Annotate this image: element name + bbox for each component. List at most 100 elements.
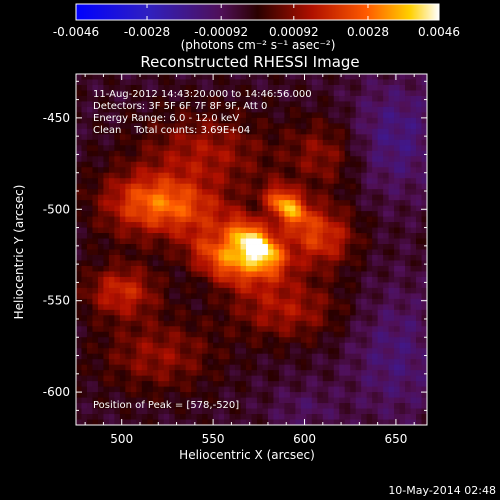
heatmap-cell	[410, 227, 417, 234]
heatmap-cell	[114, 244, 121, 250]
heatmap-cell	[196, 370, 203, 377]
heatmap-cell	[333, 211, 340, 217]
heatmap-cell	[76, 408, 82, 415]
heatmap-cell	[328, 112, 335, 119]
heatmap-cell	[366, 172, 373, 179]
heatmap-cell	[339, 145, 346, 152]
y-tick-label: -450	[43, 111, 70, 125]
heatmap-cell	[229, 337, 236, 344]
heatmap-cell	[103, 156, 110, 163]
heatmap-cell	[300, 276, 307, 283]
heatmap-cell	[256, 74, 263, 80]
heatmap-cell	[284, 167, 291, 174]
heatmap-cell	[278, 359, 285, 366]
heatmap-cell	[405, 260, 411, 267]
heatmap-cell	[163, 359, 170, 366]
heatmap-cell	[355, 403, 362, 409]
heatmap-cell	[147, 331, 154, 338]
heatmap-cell	[322, 112, 329, 119]
heatmap-cell	[169, 150, 176, 157]
heatmap-cell	[235, 265, 241, 272]
heatmap-cell	[273, 287, 280, 294]
heatmap-cell	[76, 222, 82, 228]
heatmap-cell	[322, 315, 329, 322]
heatmap-cell	[339, 128, 346, 135]
heatmap-cell	[388, 249, 395, 256]
heatmap-cell	[218, 386, 225, 393]
heatmap-cell	[147, 145, 154, 152]
heatmap-cell	[306, 79, 313, 86]
heatmap-cell	[256, 117, 263, 124]
heatmap-cell	[421, 194, 428, 201]
heatmap-cell	[311, 331, 318, 338]
heatmap-cell	[267, 227, 274, 234]
heatmap-cell	[306, 364, 313, 371]
heatmap-cell	[394, 167, 400, 174]
heatmap-cell	[273, 200, 280, 207]
heatmap-cell	[300, 156, 307, 163]
heatmap-cell	[251, 276, 258, 283]
heatmap-cell	[152, 359, 159, 366]
heatmap-cell	[196, 364, 203, 371]
heatmap-cell	[163, 337, 170, 344]
heatmap-cell	[81, 364, 88, 371]
heatmap-cell	[169, 79, 176, 86]
heatmap-cell	[125, 359, 132, 366]
heatmap-cell	[191, 216, 198, 223]
heatmap-cell	[224, 309, 230, 316]
heatmap-cell	[191, 419, 198, 426]
heatmap-cell	[322, 189, 329, 196]
heatmap-cell	[81, 117, 88, 124]
heatmap-cell	[108, 205, 115, 212]
heatmap-cell	[383, 200, 390, 207]
heatmap-cell	[295, 90, 302, 97]
heatmap-cell	[278, 254, 285, 261]
heatmap-cell	[92, 128, 99, 135]
heatmap-cell	[130, 222, 137, 228]
heatmap-cell	[246, 408, 252, 415]
heatmap-cell	[377, 117, 384, 124]
heatmap-cell	[333, 189, 340, 196]
heatmap-cell	[306, 90, 313, 97]
heatmap-cell	[306, 172, 313, 179]
heatmap-cell	[262, 178, 269, 185]
heatmap-cell	[256, 386, 263, 393]
heatmap-cell	[251, 128, 258, 135]
heatmap-cell	[355, 370, 362, 377]
heatmap-cell	[355, 249, 362, 256]
heatmap-cell	[328, 139, 335, 146]
heatmap-cell	[97, 189, 104, 196]
heatmap-cell	[339, 353, 346, 360]
heatmap-cell	[141, 178, 148, 185]
heatmap-cell	[311, 90, 318, 97]
heatmap-cell	[399, 106, 406, 113]
heatmap-cell	[235, 397, 241, 404]
heatmap-cell	[311, 403, 318, 409]
heatmap-cell	[152, 90, 159, 97]
heatmap-cell	[169, 167, 176, 174]
heatmap-cell	[289, 315, 296, 322]
heatmap-cell	[141, 397, 148, 404]
heatmap-cell	[333, 200, 340, 207]
heatmap-cell	[185, 74, 192, 80]
heatmap-cell	[169, 276, 176, 283]
heatmap-cell	[251, 123, 258, 130]
heatmap-cell	[158, 244, 165, 250]
heatmap-cell	[108, 331, 115, 338]
heatmap-cell	[224, 293, 230, 300]
heatmap-cell	[147, 320, 154, 327]
heatmap-cell	[185, 79, 192, 86]
heatmap-cell	[383, 156, 390, 163]
heatmap-cell	[328, 348, 335, 355]
heatmap-cell	[295, 84, 302, 91]
heatmap-cell	[152, 304, 159, 311]
heatmap-cell	[355, 79, 362, 86]
heatmap-cell	[174, 414, 181, 420]
heatmap-cell	[328, 408, 335, 415]
heatmap-cell	[372, 326, 379, 333]
heatmap-cell	[273, 353, 280, 360]
heatmap-cell	[224, 271, 230, 278]
heatmap-cell	[306, 381, 313, 388]
heatmap-cell	[405, 337, 411, 344]
heatmap-cell	[108, 348, 115, 355]
